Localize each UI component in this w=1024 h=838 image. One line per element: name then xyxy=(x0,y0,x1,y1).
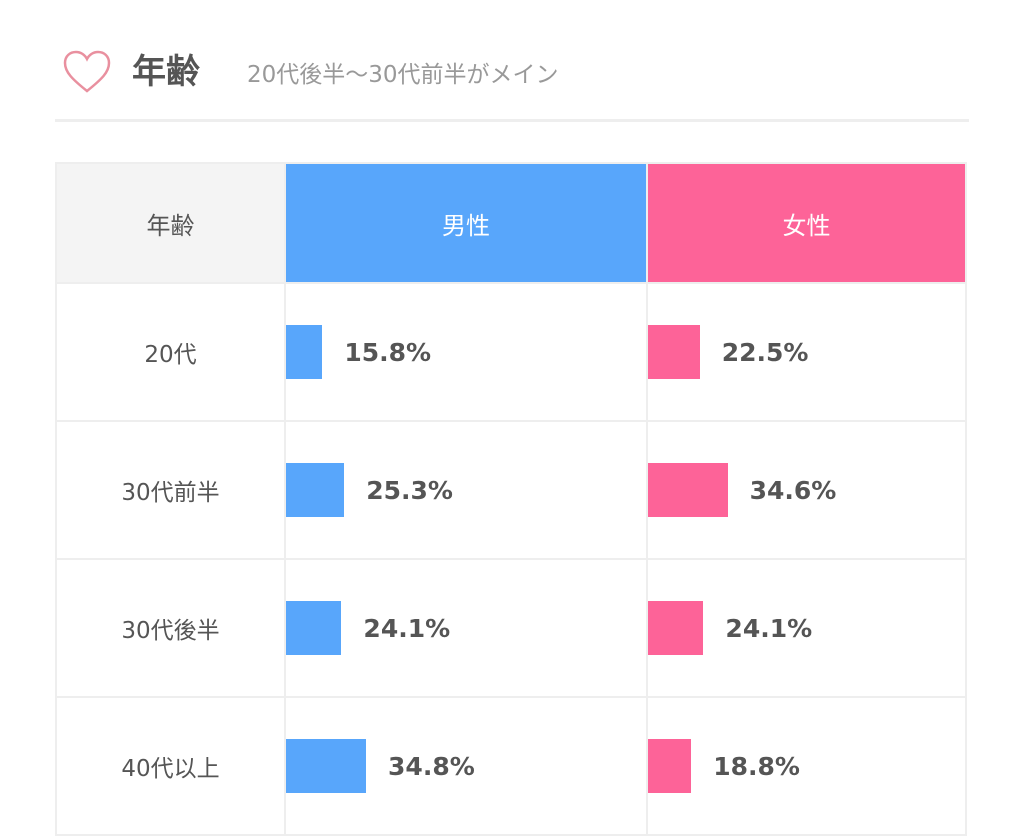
table-row: 30代後半 24.1% 24.1% xyxy=(57,560,965,696)
divider xyxy=(55,119,969,122)
male-value-label: 34.8% xyxy=(388,751,475,781)
age-label: 30代前半 xyxy=(57,422,284,558)
female-bar xyxy=(648,739,692,793)
female-cell: 18.8% xyxy=(648,698,965,834)
female-cell: 34.6% xyxy=(648,422,965,558)
female-bar xyxy=(648,601,704,655)
age-label: 40代以上 xyxy=(57,698,284,834)
male-value-label: 25.3% xyxy=(366,475,453,505)
female-cell: 22.5% xyxy=(648,284,965,420)
male-cell: 34.8% xyxy=(286,698,646,834)
female-value-label: 34.6% xyxy=(749,475,837,505)
age-label: 20代 xyxy=(57,284,284,420)
male-value-label: 24.1% xyxy=(363,613,451,643)
male-value-label: 15.8% xyxy=(344,337,432,367)
male-bar xyxy=(286,739,367,793)
column-header-age: 年齢 xyxy=(57,164,284,282)
female-bar xyxy=(648,325,700,379)
column-header-female: 女性 xyxy=(648,164,965,282)
female-cell: 24.1% xyxy=(648,560,965,696)
male-cell: 15.8% xyxy=(286,284,646,420)
age-table: 年齢 男性 女性 20代 15.8% 22.5% 30代前半 25.3% 34.6% 30代… xyxy=(55,162,967,836)
section-title: 年齢 xyxy=(132,52,200,92)
female-bar xyxy=(648,463,728,517)
section-subtitle: 20代後半〜30代前半がメイン xyxy=(247,62,559,88)
male-cell: 24.1% xyxy=(286,560,646,696)
male-bar xyxy=(286,463,345,517)
heart-icon xyxy=(63,50,111,93)
table-row: 40代以上 34.8% 18.8% xyxy=(57,698,965,834)
table-row: 30代前半 25.3% 34.6% xyxy=(57,422,965,558)
male-bar xyxy=(286,601,342,655)
male-bar xyxy=(286,325,323,379)
female-value-label: 18.8% xyxy=(713,751,800,781)
female-value-label: 24.1% xyxy=(725,613,813,643)
female-value-label: 22.5% xyxy=(721,337,809,367)
male-cell: 25.3% xyxy=(286,422,646,558)
age-label: 30代後半 xyxy=(57,560,284,696)
column-header-male: 男性 xyxy=(286,164,646,282)
table-row: 20代 15.8% 22.5% xyxy=(57,284,965,420)
